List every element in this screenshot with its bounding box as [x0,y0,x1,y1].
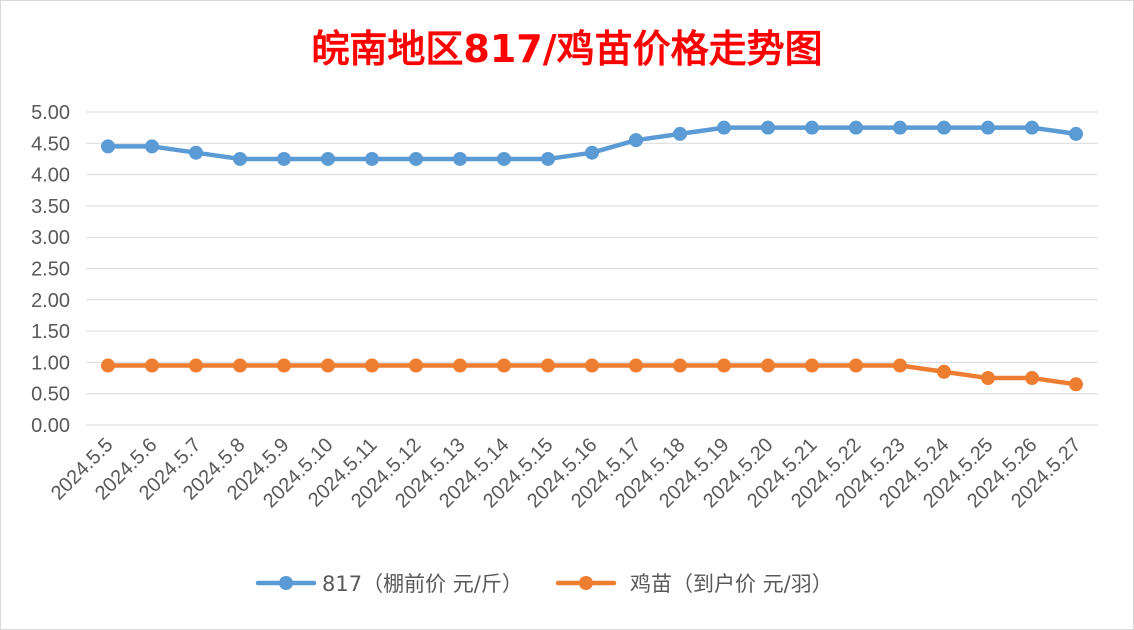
y-tick-label: 0.00 [31,415,70,437]
y-tick-label: 2.50 [31,259,70,281]
series-1-point [805,120,819,135]
series-2-point [1025,371,1039,386]
series-1-point [673,126,687,141]
series-2-point [981,371,995,386]
y-tick-label: 2.00 [31,290,70,312]
series-2-point [277,358,291,373]
series-1-point [233,151,247,166]
series-1-point [365,151,379,166]
series-2-point [629,358,643,373]
y-tick-label: 5.00 [31,102,70,124]
series-2-point [145,358,159,373]
series-1-point [1069,126,1083,141]
series-1-point [849,120,863,135]
series-2-point [761,358,775,373]
series-1-point [189,145,203,160]
series-1-point [541,151,555,166]
series-2-point [1069,377,1083,392]
chart-title: 皖南地区817/鸡苗价格走势图 [311,27,823,71]
series-1-point [101,139,115,154]
y-tick-label: 3.00 [31,227,70,249]
series-2-point [497,358,511,373]
series-1-point [1025,120,1039,135]
legend-label-2: 鸡苗（到户价 元/羽） [630,572,833,596]
series-2-point [849,358,863,373]
series-2-point [409,358,423,373]
series-1-point [453,151,467,166]
legend-marker-2 [579,576,593,590]
series-2-point [321,358,335,373]
series-2-point [585,358,599,373]
legend-marker-1 [279,576,293,590]
series-1-point [497,151,511,166]
y-tick-label: 1.00 [31,352,70,374]
series-2-point [189,358,203,373]
series-1-point [321,151,335,166]
series-1-point [145,139,159,154]
y-tick-label: 4.50 [31,133,70,155]
series-2-point [233,358,247,373]
series-1-point [277,151,291,166]
y-tick-label: 1.50 [31,321,70,343]
series-1-point [409,151,423,166]
series-2-point [893,358,907,373]
series-2-point [541,358,555,373]
series-1-point [937,120,951,135]
y-tick-label: 0.50 [31,384,70,406]
series-1-point [629,133,643,148]
y-tick-label: 3.50 [31,196,70,218]
series-1-point [981,120,995,135]
series-2-point [717,358,731,373]
series-2-point [673,358,687,373]
series-2-point [937,364,951,379]
series-2-point [101,358,115,373]
series-2-point [453,358,467,373]
series-1-point [893,120,907,135]
series-2-point [805,358,819,373]
series-1-point [585,145,599,160]
series-1-point [717,120,731,135]
series-1-point [761,120,775,135]
y-tick-label: 4.00 [31,165,70,187]
series-2-point [365,358,379,373]
legend-label-1: 817（棚前价 元/斤） [322,572,523,596]
